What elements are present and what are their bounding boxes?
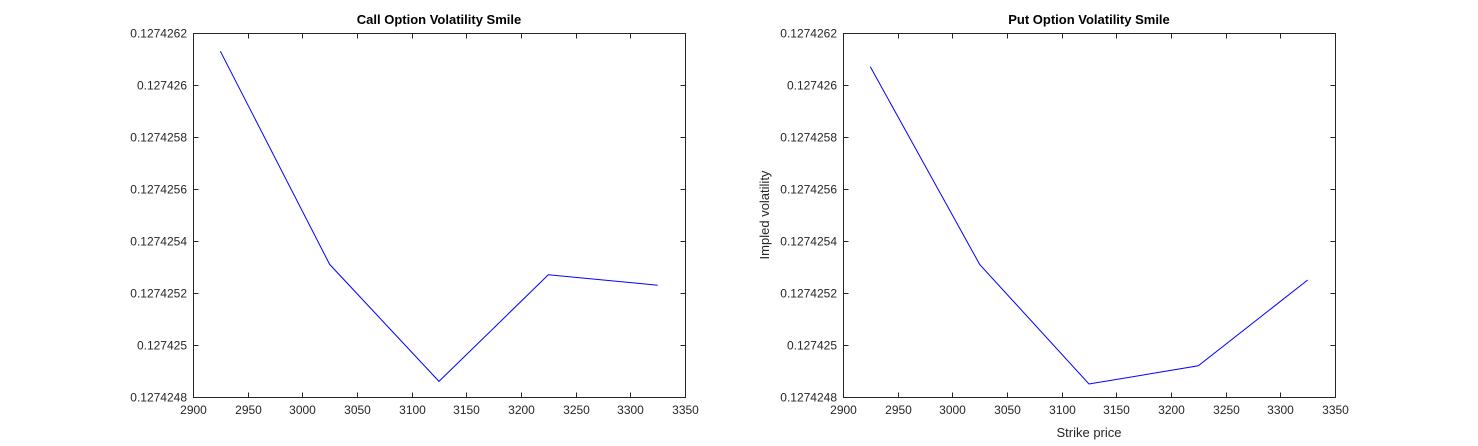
call-x-tick-label: 2900 <box>180 403 207 417</box>
put-series-line <box>869 66 1308 385</box>
put-y-tick-label: 0.1274258 <box>780 131 837 145</box>
call-y-tick-label: 0.1274254 <box>130 235 187 249</box>
put-x-axis-label: Strike price <box>1056 425 1121 440</box>
call-x-tick-label: 3200 <box>508 403 535 417</box>
put-x-tick-label: 2950 <box>885 403 912 417</box>
call-plot-area <box>193 33 686 398</box>
put-x-tick-label: 2900 <box>830 403 857 417</box>
put-y-tick-label: 0.1274262 <box>780 27 837 41</box>
call-y-tick-label: 0.1274252 <box>130 287 187 301</box>
put-y-tick-label: 0.127425 <box>787 339 837 353</box>
put-x-tick-label: 3150 <box>1103 403 1130 417</box>
call-x-tick-label: 3150 <box>453 403 480 417</box>
put-plot-area <box>843 33 1336 398</box>
put-y-tick-label: 0.1274256 <box>780 183 837 197</box>
call-x-tick-label: 3250 <box>563 403 590 417</box>
call-x-tick-label: 3350 <box>672 403 699 417</box>
call-y-tick-label: 0.127425 <box>137 339 187 353</box>
put-x-tick-label: 3050 <box>994 403 1021 417</box>
call-y-tick-label: 0.1274258 <box>130 131 187 145</box>
put-x-tick-label: 3350 <box>1322 403 1349 417</box>
call-chart-title: Call Option Volatility Smile <box>357 12 521 27</box>
call-y-tick-label: 0.1274256 <box>130 183 187 197</box>
call-x-tick-label: 3050 <box>344 403 371 417</box>
call-y-tick-label: 0.1274248 <box>130 391 187 405</box>
call-series-line <box>219 50 658 383</box>
call-y-tick-label: 0.127426 <box>137 79 187 93</box>
put-x-tick-label: 3200 <box>1158 403 1185 417</box>
put-x-tick-label: 3300 <box>1267 403 1294 417</box>
put-y-axis-label: Impled volatility <box>757 170 772 259</box>
put-y-tick-label: 0.127426 <box>787 79 837 93</box>
call-x-tick-label: 2950 <box>235 403 262 417</box>
call-y-tick-label: 0.1274262 <box>130 27 187 41</box>
put-y-tick-label: 0.1274248 <box>780 391 837 405</box>
put-x-tick-label: 3100 <box>1049 403 1076 417</box>
put-chart-title: Put Option Volatility Smile <box>1008 12 1170 27</box>
call-option-chart: 2900 2950 3000 3050 3100 3150 3200 3250 3300 3350… <box>130 12 699 417</box>
put-y-tick-label: 0.1274254 <box>780 235 837 249</box>
call-x-tick-label: 3000 <box>289 403 316 417</box>
put-y-tick-label: 0.1274252 <box>780 287 837 301</box>
call-x-tick-label: 3300 <box>617 403 644 417</box>
call-x-tick-label: 3100 <box>399 403 426 417</box>
put-option-chart: 2900 2950 3000 3050 3100 3150 3200 3250 3300 3350… <box>757 12 1349 440</box>
put-x-tick-label: 3000 <box>939 403 966 417</box>
put-x-tick-label: 3250 <box>1213 403 1240 417</box>
